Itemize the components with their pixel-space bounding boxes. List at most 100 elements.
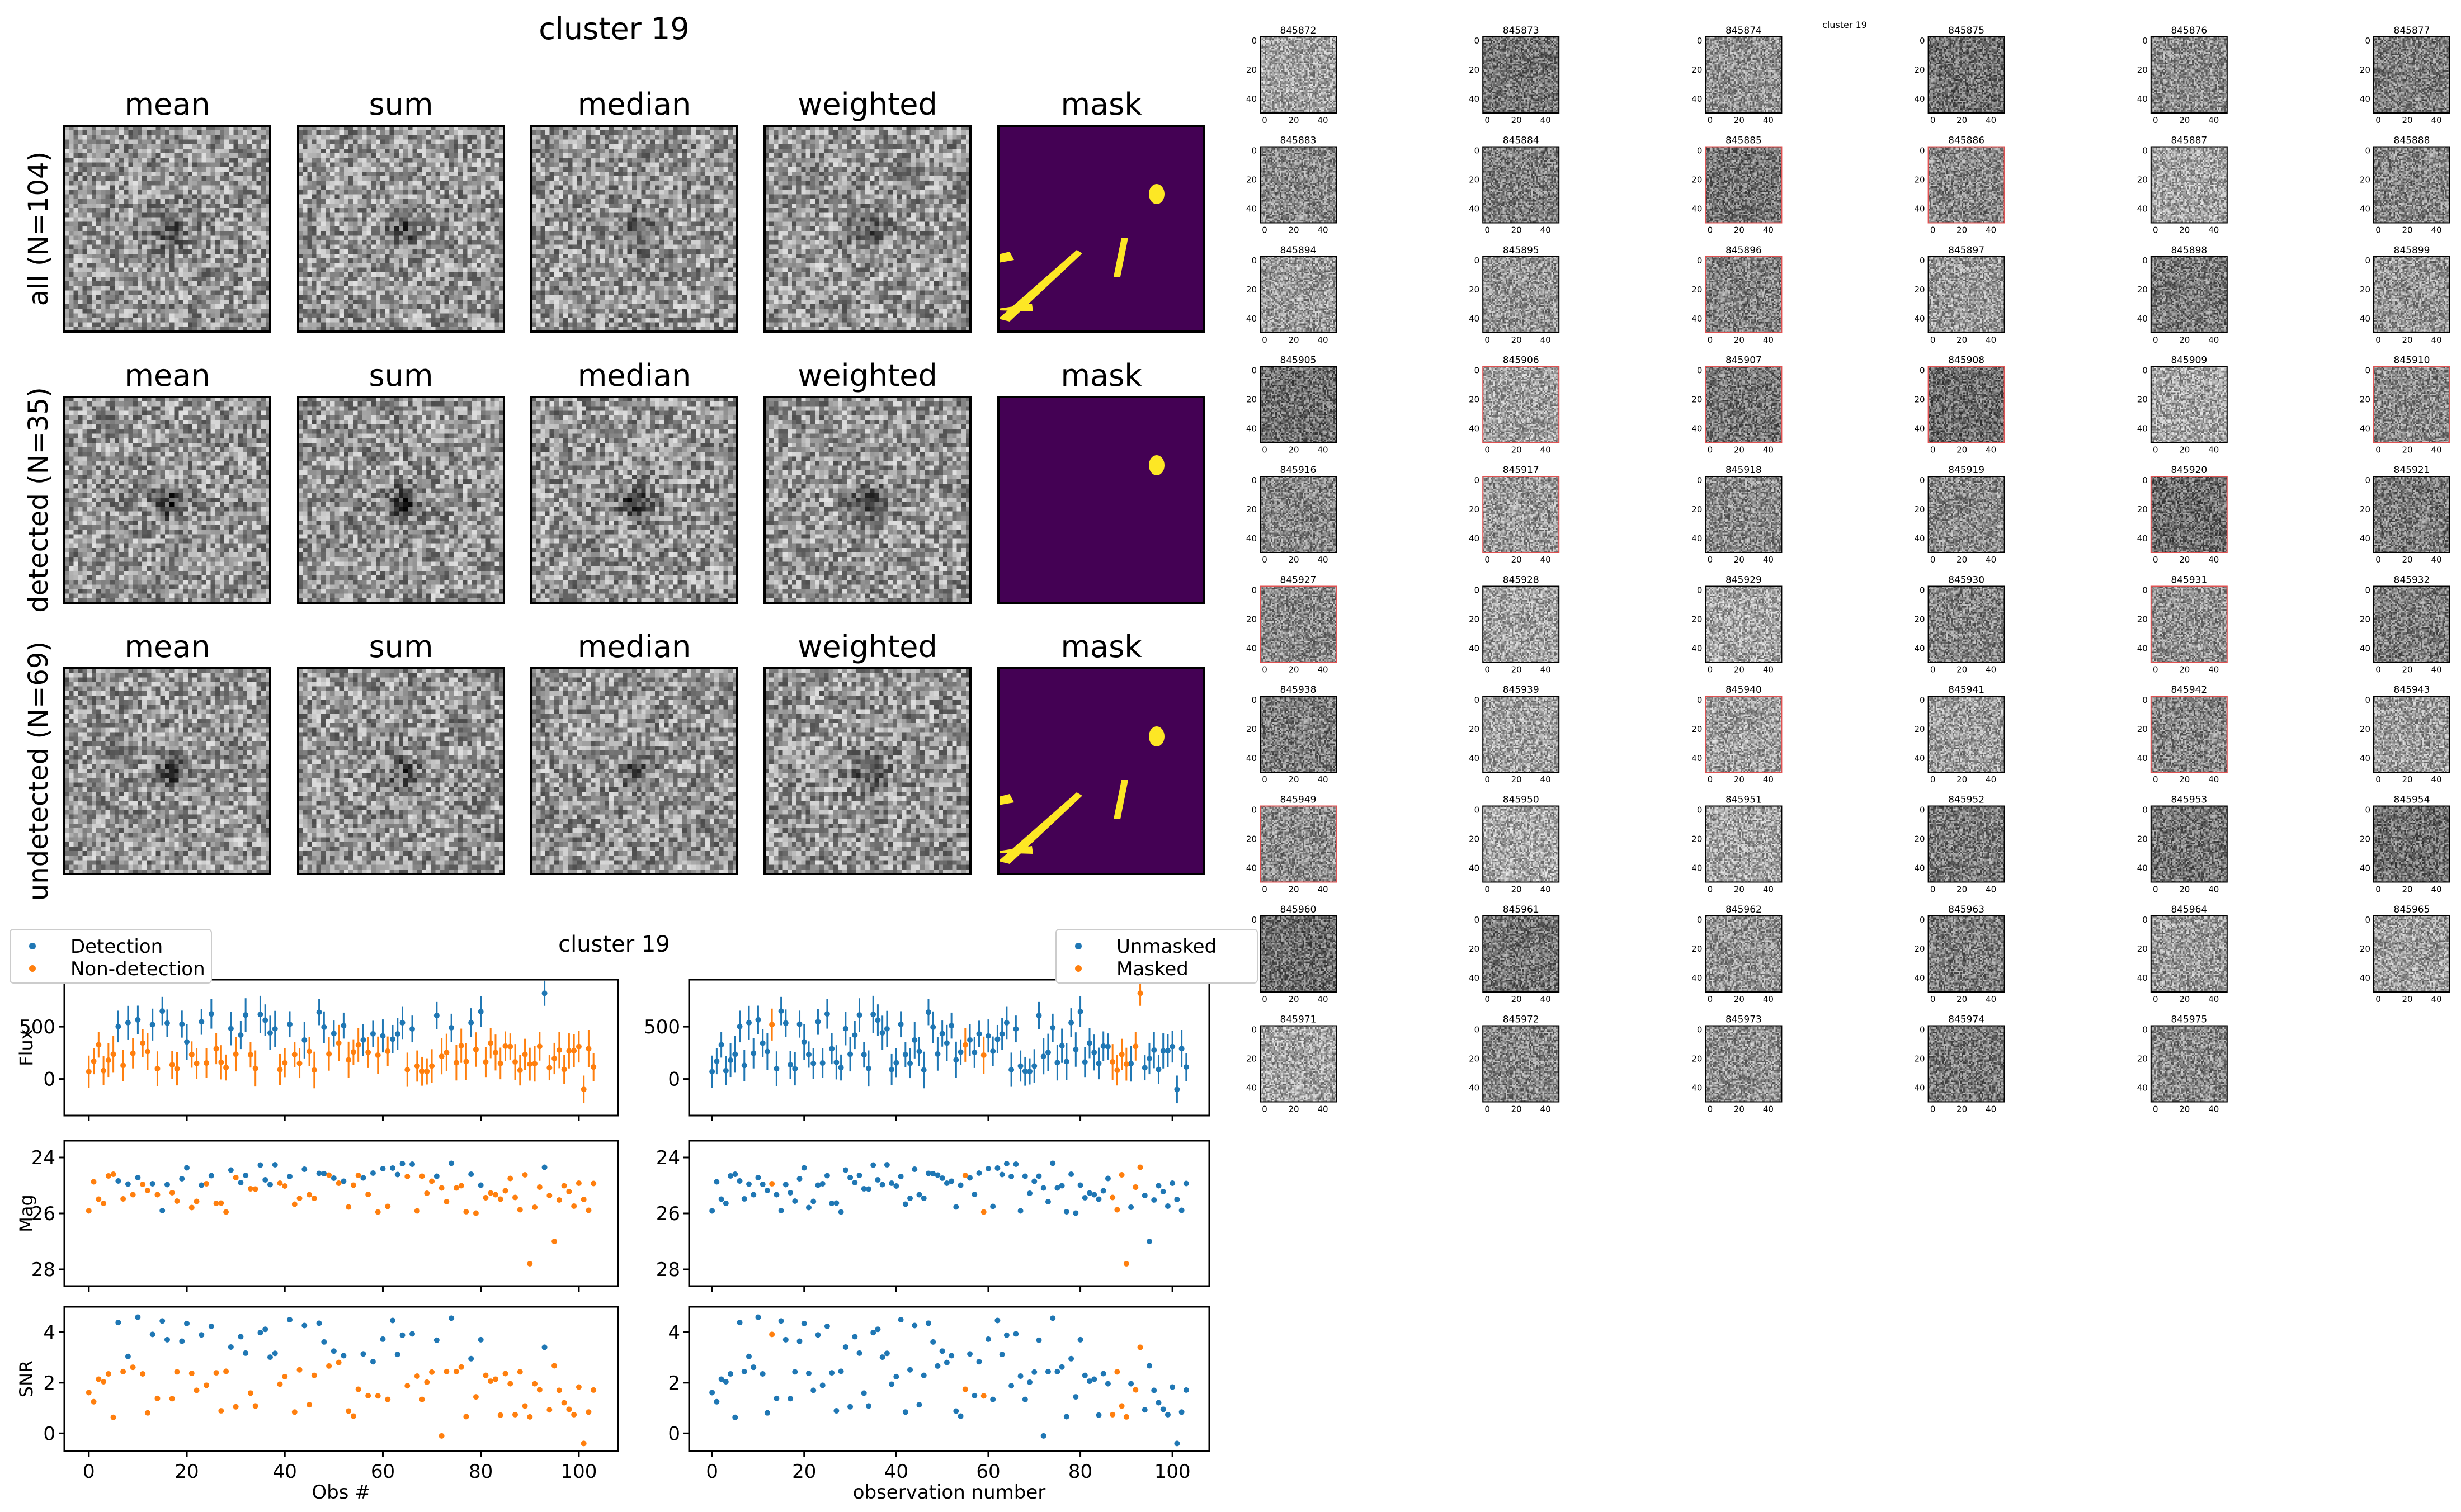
thumbnail-xtick: 40	[1763, 1104, 1774, 1114]
data-point	[1091, 1192, 1097, 1198]
data-point	[174, 1066, 180, 1072]
data-point	[728, 1371, 734, 1377]
data-point	[307, 1402, 313, 1408]
data-point	[105, 1371, 111, 1377]
data-point	[893, 1060, 899, 1066]
thumbnail-ytick: 0	[1920, 475, 1925, 485]
data-point	[949, 1178, 955, 1184]
thumbnail-ytick: 40	[1469, 424, 1479, 434]
thumbnail-xtick: 0	[1708, 445, 1713, 455]
thumbnail-frame	[1927, 36, 2005, 114]
data-point	[1063, 1059, 1069, 1065]
data-point	[856, 1173, 862, 1178]
data-point	[444, 1050, 450, 1056]
data-point	[1022, 1173, 1028, 1179]
data-point	[184, 1039, 190, 1045]
data-point	[1008, 1383, 1015, 1389]
thumbnail-xtick: 20	[1288, 1104, 1299, 1114]
data-point	[1174, 1086, 1180, 1093]
thumbnail-xtick: 40	[1986, 445, 1996, 455]
thumbnail-ytick: 20	[1469, 615, 1479, 625]
data-point	[861, 1186, 867, 1192]
data-point	[916, 1048, 922, 1055]
data-point	[385, 1048, 391, 1054]
thumbnail-ytick: 40	[2360, 533, 2370, 544]
thumbnail-ytick: 20	[2360, 615, 2370, 625]
stack-column-title: weighted	[798, 629, 937, 664]
data-point	[316, 1170, 322, 1176]
data-point	[1068, 1019, 1074, 1026]
thumbnail-xtick: 0	[1484, 115, 1490, 125]
xtick-label: 80	[469, 1461, 493, 1483]
stack-image	[298, 126, 504, 332]
data-point	[751, 1364, 757, 1371]
thumbnail-ytick: 20	[1691, 615, 1702, 625]
thumbnail-xtick: 40	[2431, 665, 2441, 675]
thumbnail-xtick: 20	[1734, 885, 1745, 895]
thumbnail-xtick: 20	[1956, 665, 1967, 675]
data-point	[1063, 1414, 1069, 1420]
thumbnail-xtick: 20	[1956, 774, 1967, 785]
data-point	[204, 1181, 210, 1187]
thumbnail-xtick: 40	[1763, 994, 1774, 1004]
data-point	[101, 1201, 107, 1206]
data-point	[140, 1371, 146, 1377]
data-point	[902, 1409, 908, 1415]
thumbnail-xtick: 20	[2402, 665, 2412, 675]
data-point	[218, 1408, 224, 1414]
thumbnail-ytick: 20	[2360, 944, 2370, 954]
thumbnail-xtick: 0	[1262, 445, 1267, 455]
data-point	[135, 1314, 141, 1320]
data-point	[571, 1047, 577, 1053]
data-point	[561, 1400, 567, 1406]
data-point	[404, 1383, 411, 1389]
thumbnail-xtick: 0	[1262, 994, 1267, 1004]
thumbnail-image	[2374, 696, 2450, 772]
data-point	[751, 1192, 757, 1198]
data-point	[287, 1174, 293, 1179]
data-point	[953, 1057, 959, 1063]
data-point	[301, 1166, 308, 1172]
data-point	[1054, 1185, 1060, 1191]
thumbnail-title: 845939	[1503, 684, 1539, 696]
data-point	[188, 1204, 195, 1211]
data-point	[1165, 1047, 1171, 1053]
data-point	[1123, 1261, 1129, 1267]
ytick-label: 26	[656, 1203, 680, 1225]
data-point	[262, 1177, 268, 1183]
data-point	[591, 1180, 597, 1187]
data-point	[213, 1201, 219, 1206]
data-point	[976, 1031, 982, 1037]
thumbnail-frame	[2150, 915, 2228, 993]
data-point	[159, 1318, 166, 1324]
thumbnail-image	[1260, 916, 1336, 992]
data-point	[380, 1336, 386, 1342]
thumbnail-xtick: 0	[2375, 555, 2381, 565]
thumbnail-title: 845920	[2171, 465, 2207, 476]
data-point	[492, 1376, 498, 1382]
xtick-label: 60	[976, 1461, 1000, 1483]
data-point	[556, 1047, 562, 1053]
thumbnail-image	[2374, 916, 2450, 992]
panel-ylabel: Flux	[16, 1029, 37, 1066]
thumbnail-frame	[1482, 256, 1560, 333]
data-point	[478, 1182, 484, 1188]
data-point	[96, 1196, 102, 1202]
thumbnail-xtick: 0	[2153, 555, 2158, 565]
data-point	[875, 1177, 881, 1183]
data-point	[277, 1180, 283, 1186]
thumbnail-ytick: 20	[1469, 395, 1479, 405]
thumbnail-frame	[1705, 1025, 1783, 1103]
thumbnail-ytick: 0	[1474, 585, 1480, 596]
thumbnail-xtick: 20	[2402, 994, 2412, 1004]
data-point	[949, 1353, 955, 1359]
data-point	[792, 1369, 798, 1375]
data-point	[1128, 1204, 1134, 1210]
data-point	[326, 1363, 332, 1369]
data-point	[842, 1026, 848, 1032]
data-point	[741, 1196, 747, 1202]
data-point	[179, 1176, 185, 1182]
thumbnail-ytick: 40	[1246, 314, 1257, 324]
